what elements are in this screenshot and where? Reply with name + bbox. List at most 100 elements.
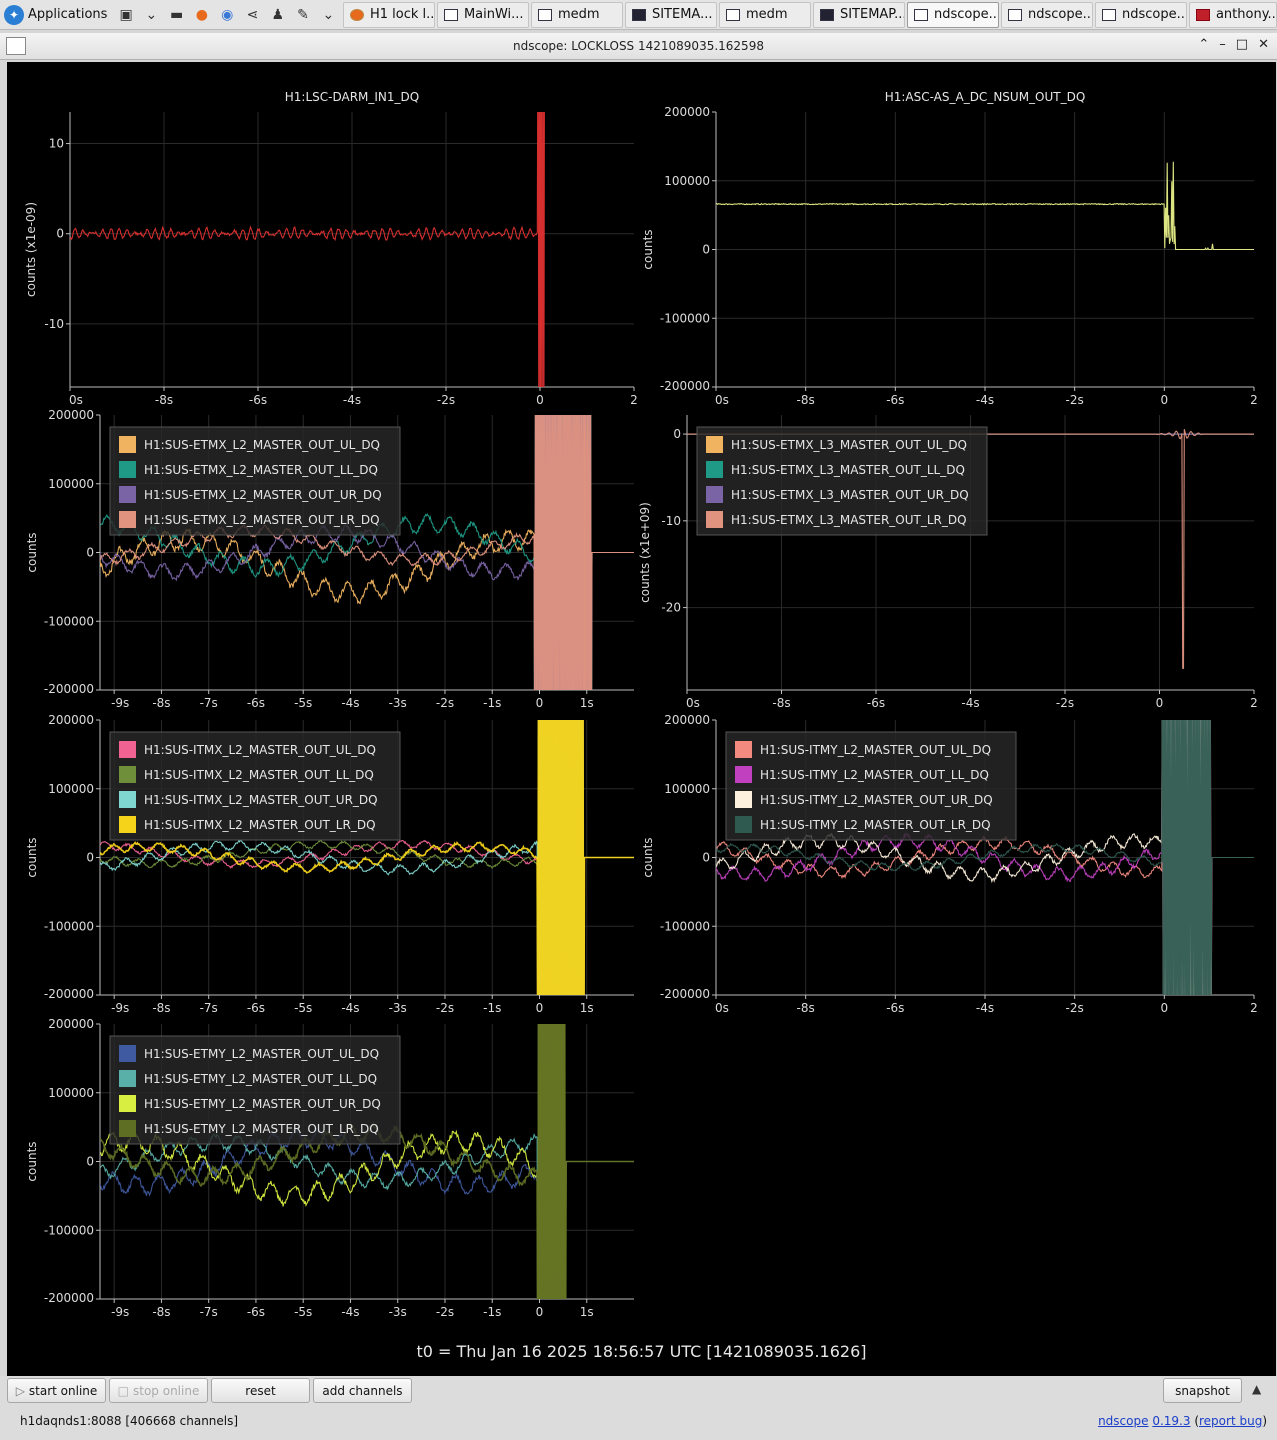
x-tick-label: -8s (155, 393, 173, 407)
legend-swatch[interactable] (119, 1070, 136, 1087)
editor-icon[interactable]: ✎ (297, 6, 309, 23)
taskbar-task[interactable]: medm (718, 1, 811, 28)
legend-label[interactable]: H1:SUS-ITMX_L2_MASTER_OUT_LL_DQ (144, 768, 374, 782)
legend-label[interactable]: H1:SUS-ETMX_L3_MASTER_OUT_UR_DQ (731, 488, 969, 502)
terminal-icon[interactable]: ▣ (119, 6, 133, 23)
taskbar: ✦ Applications ▣ ⌄ ▬ ● ◉ ⋖ ♟ ✎ ⌄ H1 lock… (0, 0, 1277, 30)
add-channels-button[interactable]: add channels (313, 1378, 412, 1403)
legend-swatch[interactable] (706, 511, 723, 528)
taskbar-task[interactable]: medm (530, 1, 623, 28)
taskbar-task[interactable]: H1 lock l... (342, 1, 435, 28)
legend-swatch[interactable] (119, 816, 136, 833)
legend-label[interactable]: H1:SUS-ITMY_L2_MASTER_OUT_UR_DQ (760, 793, 993, 807)
legend-label[interactable]: H1:SUS-ETMY_L2_MASTER_OUT_UL_DQ (144, 1047, 379, 1061)
legend-swatch[interactable] (119, 1095, 136, 1112)
legend-swatch[interactable] (706, 486, 723, 503)
taskbar-task[interactable]: ndscope... (1000, 1, 1093, 28)
window-icon[interactable] (6, 37, 26, 55)
legend-swatch[interactable] (119, 486, 136, 503)
chevron-down-icon[interactable]: ⌄ (145, 6, 158, 23)
applications-menu[interactable]: ✦ Applications (0, 0, 113, 30)
legend-label[interactable]: H1:SUS-ETMX_L3_MASTER_OUT_UL_DQ (731, 438, 967, 452)
chevron-down-icon[interactable]: ⌄ (322, 6, 335, 23)
y-tick-label: -200000 (660, 987, 710, 1001)
taskbar-task[interactable]: SITEMAP... (812, 1, 905, 28)
legend-label[interactable]: H1:SUS-ETMY_L2_MASTER_OUT_UR_DQ (144, 1097, 381, 1111)
plot-panel[interactable]: -9s -8s -7s -6s -5s -4s -3s -2s -1s 0 1s 200000 1000… (25, 528, 634, 1187)
close-icon[interactable]: ✕ (1258, 37, 1269, 52)
snapshot-button[interactable]: snapshot (1163, 1378, 1242, 1403)
legend-label[interactable]: H1:SUS-ITMX_L2_MASTER_OUT_LR_DQ (144, 818, 376, 832)
ndscope-link[interactable]: ndscope (1098, 1414, 1149, 1428)
plot-panel[interactable]: 0s -8s -6s -4s -2s 0 2 0 -10 -20 counts (x1e+09) H1… (638, 415, 1258, 710)
legend-swatch[interactable] (119, 1045, 136, 1062)
chromium-icon[interactable]: ◉ (221, 6, 234, 23)
taskbar-task-label: SITEMA... (651, 7, 713, 22)
legend-swatch[interactable] (706, 461, 723, 478)
maximize-icon[interactable]: □ (1235, 37, 1249, 52)
taskbar-task[interactable]: SITEMA... (624, 1, 717, 28)
x-tick-label: 0 (536, 393, 544, 407)
taskbar-task[interactable]: ndscope... (1094, 1, 1187, 28)
legend-swatch[interactable] (706, 436, 723, 453)
share-icon[interactable]: ⋖ (246, 6, 259, 23)
x-tick-label: -6s (247, 1305, 265, 1319)
legend-swatch[interactable] (119, 461, 136, 478)
y-tick-label: 100000 (664, 782, 710, 796)
y-tick-label: -20 (661, 601, 681, 615)
users-icon[interactable]: ♟ (271, 6, 285, 23)
legend-swatch[interactable] (119, 741, 136, 758)
legend-swatch[interactable] (119, 436, 136, 453)
legend-label[interactable]: H1:SUS-ETMX_L3_MASTER_OUT_LL_DQ (731, 463, 965, 477)
firefox-icon[interactable]: ● (195, 6, 209, 23)
taskbar-task-label: ndscope... (1027, 7, 1093, 22)
y-tick-label: -100000 (660, 311, 710, 325)
y-tick-label: -10 (661, 514, 681, 528)
folder-icon[interactable]: ▬ (170, 6, 184, 23)
plot-grid[interactable]: 0s -8s -6s -4s -2s 0 2 10 0 -10 counts (x1e-09) H1:… (7, 62, 1276, 1376)
legend-swatch[interactable] (119, 791, 136, 808)
legend-swatch[interactable] (119, 511, 136, 528)
legend-swatch[interactable] (735, 741, 752, 758)
legend-label[interactable]: H1:SUS-ETMX_L2_MASTER_OUT_UL_DQ (144, 438, 380, 452)
legend-label[interactable]: H1:SUS-ETMY_L2_MASTER_OUT_LR_DQ (144, 1122, 379, 1136)
start-online-button[interactable]: ▷ start online (7, 1378, 106, 1403)
legend-swatch[interactable] (119, 1120, 136, 1137)
taskbar-task[interactable]: anthony... (1188, 1, 1277, 28)
minimize-icon[interactable]: – (1219, 37, 1226, 52)
taskbar-task[interactable]: ndscope... (906, 1, 999, 28)
window-shade-icon[interactable]: ⌃ (1198, 37, 1210, 52)
taskbar-task-label: medm (745, 7, 788, 22)
legend-label[interactable]: H1:SUS-ITMY_L2_MASTER_OUT_LR_DQ (760, 818, 991, 832)
report-bug-link[interactable]: report bug (1199, 1414, 1263, 1428)
expand-up-icon[interactable]: ▲ (1252, 1382, 1262, 1396)
legend-label[interactable]: H1:SUS-ETMY_L2_MASTER_OUT_LL_DQ (144, 1072, 377, 1086)
taskbar-task[interactable]: MainWi... (436, 1, 529, 28)
x-tick-label: 0s (69, 393, 83, 407)
legend-label[interactable]: H1:SUS-ETMX_L2_MASTER_OUT_LL_DQ (144, 463, 378, 477)
stop-online-label: stop online (133, 1383, 200, 1398)
y-tick-label: 100000 (48, 1086, 94, 1100)
plot-panel[interactable]: 0s -8s -6s -4s -2s 0 2 10 0 -10 counts (x1e-09) H1:… (24, 62, 638, 509)
legend-label[interactable]: H1:SUS-ITMY_L2_MASTER_OUT_UL_DQ (760, 743, 991, 757)
plot-panel[interactable]: 0s -8s -6s -4s -2s 0 22000001000000-100000-200… (641, 528, 1258, 1187)
x-tick-label: 2 (630, 393, 638, 407)
y-tick-label: 200000 (664, 713, 710, 727)
legend-label[interactable]: H1:SUS-ITMY_L2_MASTER_OUT_LL_DQ (760, 768, 989, 782)
legend-swatch[interactable] (735, 816, 752, 833)
legend-label[interactable]: H1:SUS-ITMX_L2_MASTER_OUT_UL_DQ (144, 743, 376, 757)
version-link[interactable]: 0.19.3 (1152, 1414, 1191, 1428)
legend-swatch[interactable] (735, 791, 752, 808)
plot-panel[interactable]: -9s -8s -7s -6s -5s -4s -3s -2s -1s 0 1s 200000 1000… (25, 834, 634, 1377)
legend-swatch[interactable] (735, 766, 752, 783)
legend-label[interactable]: H1:SUS-ETMX_L2_MASTER_OUT_UR_DQ (144, 488, 382, 502)
stop-online-button[interactable]: □ stop online (109, 1378, 208, 1403)
reset-button[interactable]: reset (211, 1378, 310, 1403)
plot-panel[interactable]: 0s -8s -6s -4s -2s 0 22000001000000-100000-200… (641, 90, 1258, 407)
legend-swatch[interactable] (119, 766, 136, 783)
plot-panel[interactable]: -9s -8s -7s -6s -5s -4s -3s -2s -1s 0 1s 200000 1000… (25, 223, 634, 883)
legend-label[interactable]: H1:SUS-ETMX_L2_MASTER_OUT_LR_DQ (144, 513, 380, 527)
scope-area[interactable]: 0s -8s -6s -4s -2s 0 2 10 0 -10 counts (x1e-09) H1:… (7, 62, 1276, 1376)
legend-label[interactable]: H1:SUS-ITMX_L2_MASTER_OUT_UR_DQ (144, 793, 378, 807)
legend-label[interactable]: H1:SUS-ETMX_L3_MASTER_OUT_LR_DQ (731, 513, 967, 527)
